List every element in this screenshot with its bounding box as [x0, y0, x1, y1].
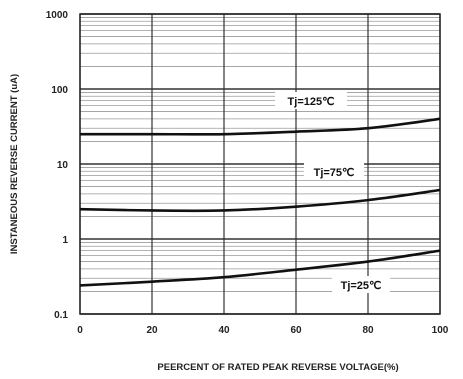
- x-tick-label: 20: [146, 325, 158, 336]
- series-line-1: [79, 188, 441, 213]
- y-tick-label: 1: [62, 235, 68, 246]
- y-tick-labels: 0.1 1 10 100 1000: [46, 10, 69, 321]
- minor-gridlines: [80, 17, 440, 292]
- series-annotation-2: Tj=25℃: [341, 280, 382, 292]
- x-tick-label: 100: [432, 325, 449, 336]
- plot-frame: [79, 13, 441, 315]
- series-annotation-1: Tj=75℃: [314, 167, 355, 179]
- x-tick-label: 60: [290, 325, 302, 336]
- annotation-bg: [332, 276, 390, 293]
- series-line-0: [80, 117, 441, 136]
- annotation-bg: [275, 92, 347, 109]
- x-axis-label: PEERCENT OF RATED PEAK REVERSE VOLTAGE(%…: [157, 362, 398, 373]
- y-tick-label: 1000: [46, 10, 69, 21]
- y-tick-label: 0.1: [54, 310, 68, 321]
- series-annotation-0: Tj=125℃: [288, 96, 335, 108]
- x-tick-label: 0: [77, 325, 83, 336]
- series-annotations: Tj=125℃ Tj=75℃ Tj=25℃: [275, 92, 390, 293]
- y-tick-label: 10: [57, 160, 69, 171]
- series-line-2: [79, 249, 441, 287]
- y-tick-label: 100: [51, 85, 68, 96]
- x-tick-label: 80: [362, 325, 374, 336]
- y-axis-label: INSTANEOUS REVERSE CURRENT (uA): [9, 74, 20, 254]
- annotation-bg: [304, 163, 364, 180]
- x-tick-label: 40: [218, 325, 230, 336]
- x-tick-labels: 0 20 40 60 80 100: [77, 325, 449, 336]
- series-curves: [79, 117, 441, 287]
